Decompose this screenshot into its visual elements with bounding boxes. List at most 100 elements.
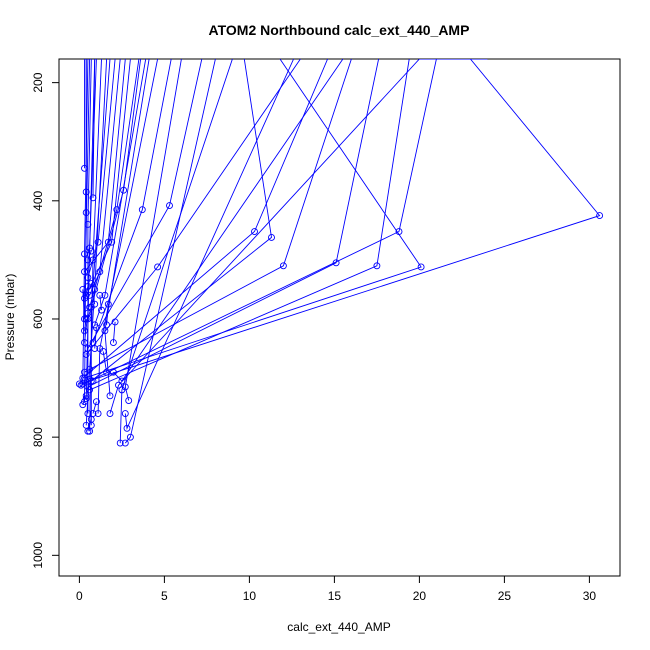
data-point xyxy=(89,194,97,202)
data-point xyxy=(109,339,117,347)
data-point xyxy=(103,321,111,329)
data-point xyxy=(82,350,90,358)
profile-line xyxy=(84,59,96,343)
y-axis: 200 400 600 800 1000 xyxy=(31,72,60,569)
data-point xyxy=(332,259,340,267)
profile-line xyxy=(90,59,111,426)
profile-line xyxy=(91,59,272,382)
data-point xyxy=(99,348,107,355)
data-point xyxy=(82,395,90,403)
data-point xyxy=(138,206,146,214)
data-point xyxy=(123,424,131,432)
profile-line xyxy=(84,59,352,373)
profile-line xyxy=(87,59,203,349)
data-point xyxy=(87,247,95,255)
y-axis-label: Pressure (mbar) xyxy=(3,274,17,361)
profile-line xyxy=(79,59,601,385)
x-axis-label: calc_ext_440_AMP xyxy=(287,620,390,634)
data-point xyxy=(121,410,129,417)
data-point xyxy=(79,401,87,409)
profile-line xyxy=(82,395,87,405)
data-point xyxy=(251,228,258,235)
data-point xyxy=(92,324,100,332)
data-point xyxy=(118,377,126,385)
data-point xyxy=(417,263,425,271)
y-tick-label: 800 xyxy=(31,427,45,447)
profile-line xyxy=(87,59,142,320)
data-point xyxy=(115,381,122,389)
profile-line xyxy=(82,59,329,379)
profile-line xyxy=(113,59,344,382)
data-point xyxy=(84,256,92,264)
data-point xyxy=(108,238,116,246)
data-point xyxy=(125,397,133,404)
data-point xyxy=(120,186,128,194)
data-point xyxy=(104,300,112,308)
data-point xyxy=(111,318,119,326)
data-point xyxy=(126,433,134,441)
data-point xyxy=(106,410,114,417)
profile-line xyxy=(90,283,96,305)
data-point xyxy=(84,427,92,435)
data-point xyxy=(94,238,102,246)
profile-line xyxy=(124,59,182,401)
profile-line xyxy=(87,59,116,278)
data-point xyxy=(98,306,105,314)
x-tick-label: 10 xyxy=(243,589,257,603)
y-tick-label: 200 xyxy=(31,72,45,92)
chart-title: ATOM2 Northbound calc_ext_440_AMP xyxy=(209,22,470,38)
data-point xyxy=(81,250,88,258)
data-point xyxy=(96,268,104,276)
data-point xyxy=(268,233,275,241)
data-point xyxy=(84,410,92,417)
data-point xyxy=(91,345,99,352)
data-point xyxy=(104,238,112,246)
data-point xyxy=(89,256,97,264)
profile-lines xyxy=(79,59,601,444)
plot-frame xyxy=(58,58,621,577)
data-point xyxy=(75,380,83,388)
data-point xyxy=(82,392,90,400)
data-point xyxy=(84,274,92,282)
profile-line xyxy=(97,59,159,414)
data-point xyxy=(92,398,100,406)
data-point xyxy=(79,380,87,388)
data-point xyxy=(86,365,94,373)
profile-line xyxy=(82,59,89,385)
data-point xyxy=(81,164,88,172)
data-point xyxy=(86,291,94,299)
data-point xyxy=(96,291,104,299)
data-point xyxy=(121,383,129,391)
y-tick-label: 600 xyxy=(31,309,45,329)
profile-line xyxy=(124,59,216,444)
profile-line xyxy=(89,369,94,382)
data-point xyxy=(84,383,92,391)
data-point xyxy=(106,392,114,400)
x-tick-label: 5 xyxy=(161,589,168,603)
data-point xyxy=(116,439,124,447)
y-tick-label: 400 xyxy=(31,190,45,210)
data-point xyxy=(121,439,129,447)
data-point xyxy=(82,315,90,323)
data-point xyxy=(81,268,88,276)
x-tick-label: 30 xyxy=(583,589,597,603)
profile-line xyxy=(102,351,108,373)
data-point xyxy=(89,410,97,417)
profile-line xyxy=(124,59,295,430)
data-point xyxy=(89,377,97,385)
data-point xyxy=(596,212,604,220)
profile-line xyxy=(85,59,108,426)
data-point xyxy=(84,220,92,228)
data-point xyxy=(109,368,117,376)
profile-line xyxy=(87,250,92,261)
profile-line xyxy=(87,59,380,388)
profile-line xyxy=(89,59,410,391)
x-axis: 0 5 10 15 20 25 30 xyxy=(76,575,597,603)
data-point xyxy=(82,209,90,217)
x-tick-label: 20 xyxy=(413,589,427,603)
x-tick-label: 15 xyxy=(328,589,342,603)
profile-line xyxy=(119,59,233,444)
profile-line xyxy=(109,59,488,414)
data-point xyxy=(154,263,162,271)
